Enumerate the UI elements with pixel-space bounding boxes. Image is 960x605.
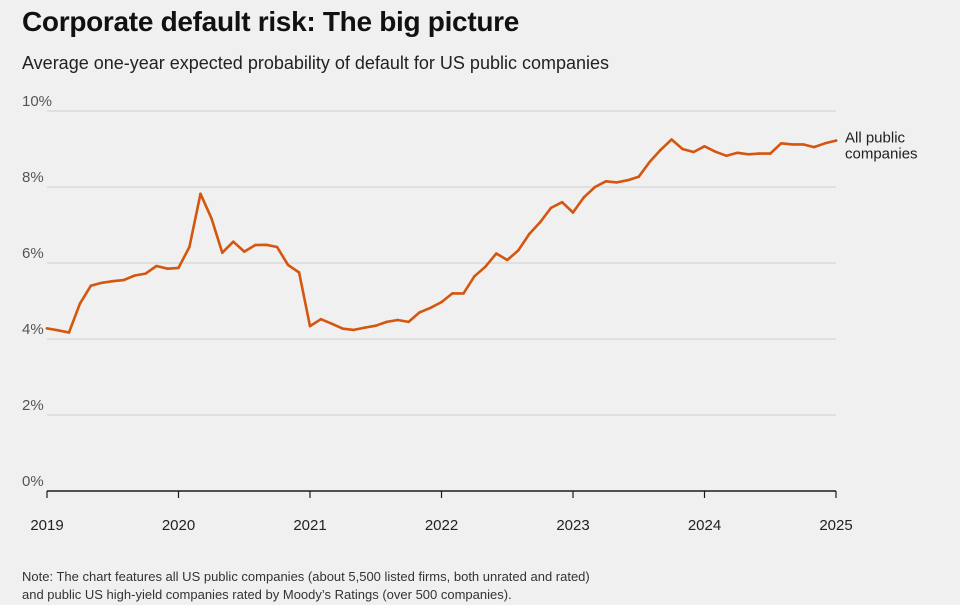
series-label-line: companies <box>845 146 918 163</box>
data-point <box>725 154 728 158</box>
data-point <box>429 306 432 310</box>
data-point <box>506 258 509 262</box>
x-tick-label: 2023 <box>556 517 589 534</box>
data-point <box>330 322 334 326</box>
data-point <box>286 263 290 267</box>
y-tick-label: 4% <box>22 321 44 338</box>
chart-note: Note: The chart features all US public c… <box>22 568 942 604</box>
chart-title: Corporate default risk: The big picture <box>22 6 520 37</box>
data-point <box>527 232 531 236</box>
data-point <box>615 181 619 184</box>
x-tick-label: 2020 <box>162 517 195 534</box>
data-point <box>495 252 498 255</box>
x-tick-label: 2025 <box>819 517 852 534</box>
data-point <box>100 281 104 285</box>
y-tick-label: 0% <box>22 473 44 490</box>
data-point <box>648 160 651 164</box>
data-point <box>681 147 684 151</box>
series-line-all-public-companies <box>45 138 838 334</box>
data-point <box>779 142 783 145</box>
data-point <box>166 267 169 271</box>
data-point <box>714 150 717 153</box>
y-tick-label: 6% <box>22 245 44 262</box>
x-tick-label: 2021 <box>293 517 326 534</box>
data-point <box>264 243 268 247</box>
data-point <box>440 300 443 304</box>
data-point <box>188 245 191 249</box>
y-tick-label: 2% <box>22 397 44 414</box>
y-tick-label: 10% <box>22 93 52 110</box>
data-point <box>812 145 816 149</box>
data-point <box>297 271 301 274</box>
data-point <box>396 318 400 322</box>
data-point <box>659 148 662 152</box>
data-point <box>538 221 542 224</box>
data-point <box>549 206 553 210</box>
data-point <box>582 196 586 199</box>
data-point <box>363 326 367 329</box>
data-point <box>462 292 465 295</box>
data-point <box>418 311 421 314</box>
data-point <box>473 275 476 278</box>
data-point <box>308 324 312 328</box>
data-point <box>703 145 706 148</box>
data-point <box>801 143 805 146</box>
data-point <box>790 143 794 146</box>
data-point <box>253 243 257 247</box>
data-point <box>319 317 323 321</box>
data-point <box>56 329 60 332</box>
data-point <box>122 278 125 282</box>
line-chart: 0%2%4%6%8%10% 2019 2020 2021 2022 2023 2024 20… <box>22 93 918 534</box>
data-point <box>89 284 93 288</box>
y-axis-tick-labels: 0% 2% 4% 6% 8% 10% <box>22 93 52 490</box>
data-point <box>199 192 202 196</box>
note-line-1: Note: The chart features all US public c… <box>22 569 590 584</box>
data-point <box>67 331 71 334</box>
data-point <box>341 327 345 331</box>
data-point <box>571 211 575 214</box>
data-point <box>747 153 750 156</box>
data-point <box>144 272 147 275</box>
data-point <box>516 249 520 252</box>
data-point <box>670 138 673 141</box>
chart-subtitle: Average one-year expected probability of… <box>22 53 610 73</box>
x-tick-label: 2024 <box>688 517 721 534</box>
data-point <box>823 142 827 145</box>
series-label-line: All public <box>845 130 906 147</box>
data-point <box>221 251 224 254</box>
data-point <box>637 175 641 178</box>
data-point <box>275 245 279 249</box>
data-point <box>834 139 838 142</box>
data-point <box>78 302 82 306</box>
data-point <box>593 185 597 189</box>
data-point <box>177 266 180 270</box>
data-point <box>45 327 49 330</box>
data-point <box>736 151 739 155</box>
data-point <box>133 274 136 277</box>
data-point <box>692 150 695 154</box>
data-point <box>604 180 608 183</box>
x-tick-label: 2022 <box>425 517 458 534</box>
data-point <box>407 320 410 324</box>
note-line-2: and public US high-yield companies rated… <box>22 587 512 602</box>
data-point <box>385 320 389 324</box>
data-point <box>626 178 630 182</box>
data-point <box>484 265 487 269</box>
data-point <box>210 216 213 220</box>
data-point <box>451 292 454 295</box>
gridlines <box>47 110 836 416</box>
x-tick-label: 2019 <box>30 517 63 534</box>
y-tick-label: 8% <box>22 169 44 186</box>
data-point <box>232 240 235 243</box>
data-point <box>243 250 246 253</box>
x-axis: 2019 2020 2021 2022 2023 2024 2025 <box>30 490 853 534</box>
data-point <box>155 264 158 268</box>
data-point <box>352 328 356 332</box>
data-point <box>111 279 115 283</box>
data-point <box>769 152 772 155</box>
data-point <box>758 152 761 155</box>
data-point <box>374 324 378 328</box>
data-point <box>560 200 564 204</box>
